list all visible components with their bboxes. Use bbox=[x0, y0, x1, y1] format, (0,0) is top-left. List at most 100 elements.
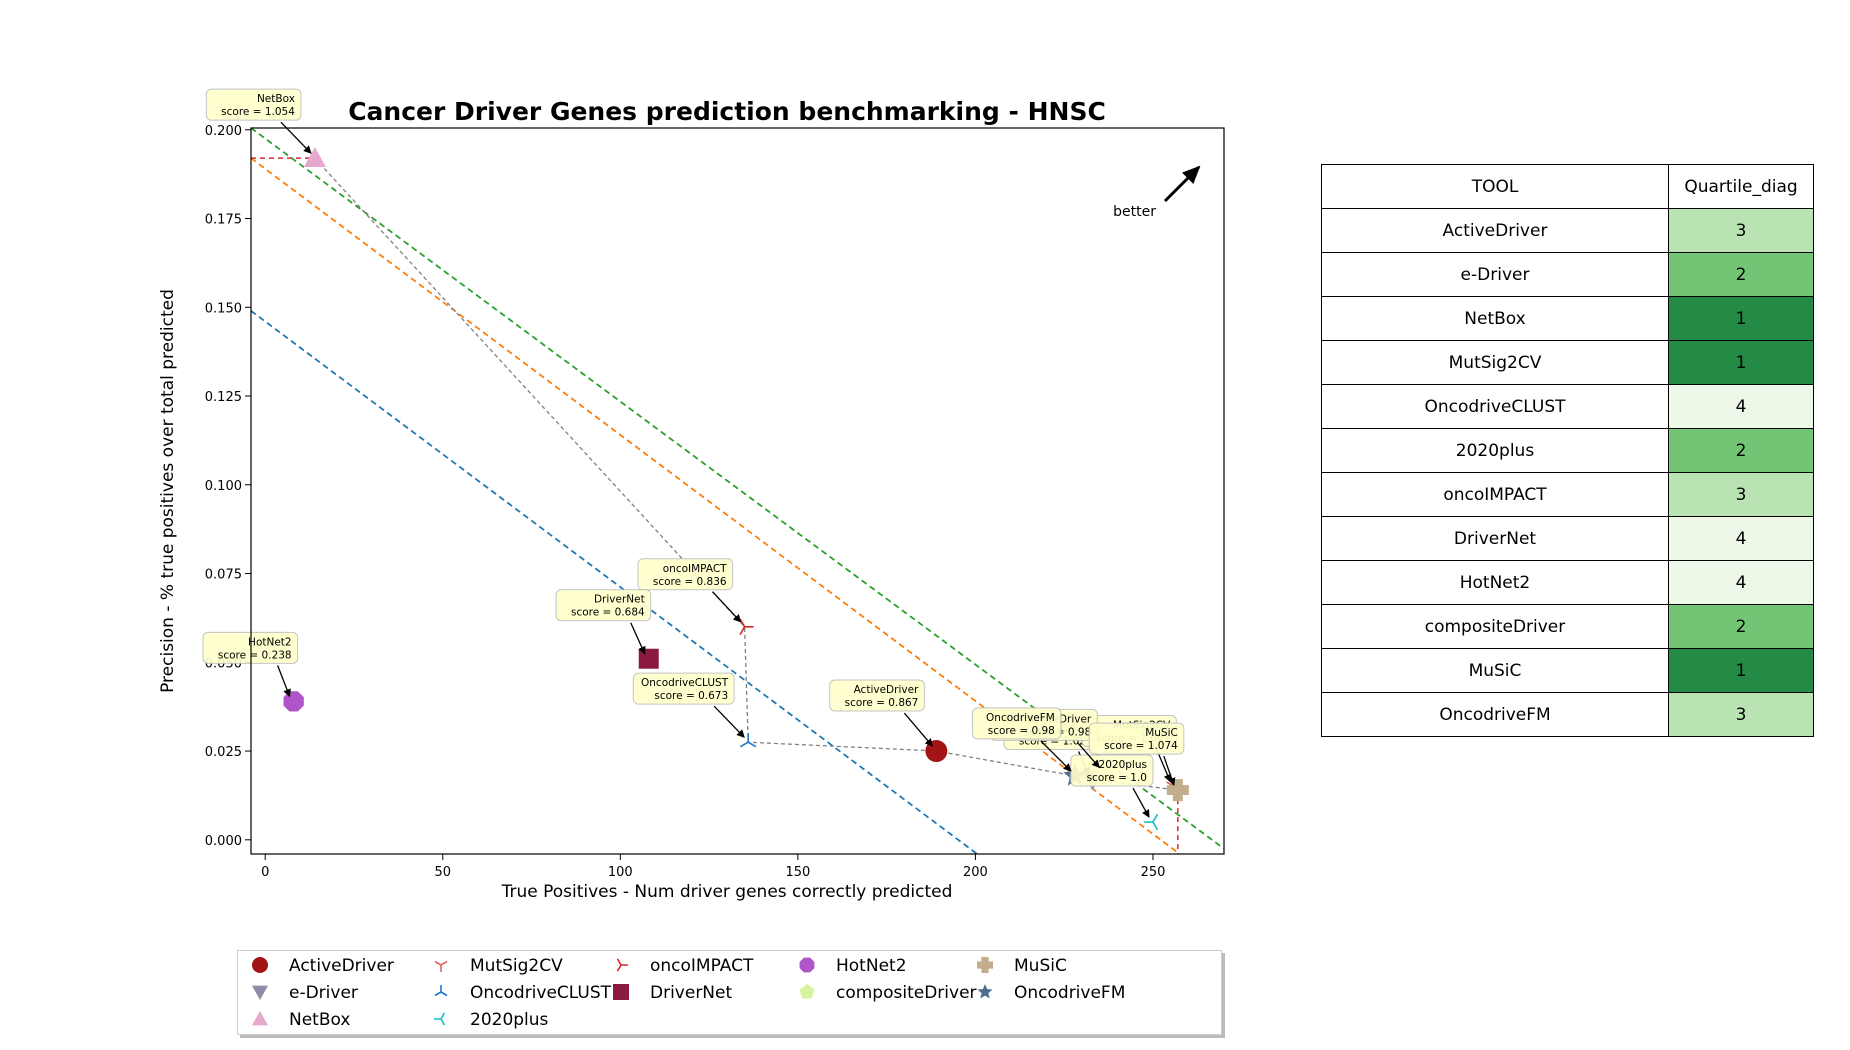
y-tick-label: 0.125 bbox=[205, 390, 242, 405]
legend-marker bbox=[252, 957, 268, 973]
annotation-text: ActiveDriver bbox=[854, 684, 919, 696]
table-cell-quartile: 2 bbox=[1668, 252, 1814, 297]
data-point-music bbox=[1166, 779, 1189, 802]
table-header-row: TOOL Quartile_diag bbox=[1321, 164, 1814, 209]
annotation-box bbox=[632, 672, 735, 705]
legend-label: 2020plus bbox=[470, 1010, 549, 1030]
annotation-arrow bbox=[280, 121, 312, 154]
data-point-netbox bbox=[303, 147, 326, 167]
y-tick-label: 0.200 bbox=[205, 124, 242, 139]
annotation-arrow bbox=[903, 712, 934, 747]
table-cell-tool: NetBox bbox=[1321, 296, 1669, 341]
legend-item: MutSig2CV bbox=[434, 956, 563, 976]
legend-label: ActiveDriver bbox=[289, 956, 394, 976]
legend-label: compositeDriver bbox=[836, 983, 977, 1003]
table-cell-tool: ActiveDriver bbox=[1321, 208, 1669, 253]
legend-marker bbox=[799, 957, 815, 973]
table-cell-quartile: 3 bbox=[1668, 692, 1814, 737]
y-tick-label: 0.175 bbox=[205, 213, 242, 228]
annotation-box bbox=[555, 589, 652, 622]
legend-marker bbox=[434, 985, 448, 997]
annotation-text: DriverNet bbox=[594, 594, 645, 606]
table-cell-quartile: 2 bbox=[1668, 428, 1814, 473]
legend-marker bbox=[977, 957, 994, 973]
legend-label: DriverNet bbox=[650, 983, 732, 1003]
annotation-text: score = 0.673 bbox=[654, 690, 728, 702]
table-row: MutSig2CV 1 bbox=[1321, 340, 1814, 385]
table-row: OncodriveCLUST 4 bbox=[1321, 384, 1814, 429]
legend-label: NetBox bbox=[289, 1010, 350, 1030]
annotation-text: oncoIMPACT bbox=[663, 563, 727, 575]
annotation-arrow bbox=[630, 622, 646, 655]
legend-marker bbox=[977, 984, 993, 999]
table-cell-tool: OncodriveFM bbox=[1321, 692, 1669, 737]
legend-marker bbox=[252, 985, 268, 1000]
annotation-text: score = 0.98 bbox=[988, 725, 1055, 737]
table-cell-tool: OncodriveCLUST bbox=[1321, 384, 1669, 429]
annotation-text: OncodriveCLUST bbox=[641, 677, 729, 689]
column-header-quartile: Quartile_diag bbox=[1668, 164, 1814, 209]
quartile-line bbox=[251, 310, 978, 854]
better-arrow bbox=[1163, 165, 1201, 203]
x-tick-label: 50 bbox=[434, 865, 451, 880]
annotation-box bbox=[971, 707, 1062, 740]
table-row: DriverNet 4 bbox=[1321, 516, 1814, 561]
table-cell-tool: oncoIMPACT bbox=[1321, 472, 1669, 517]
x-tick-label: 0 bbox=[261, 865, 269, 880]
annotation-arrow bbox=[1163, 755, 1176, 787]
y-tick-label: 0.025 bbox=[205, 745, 242, 760]
y-tick-label: 0.075 bbox=[205, 568, 242, 583]
annotation-text: HotNet2 bbox=[248, 636, 292, 648]
annotation-text: score = 0.238 bbox=[218, 649, 292, 661]
annotation-box bbox=[637, 558, 734, 591]
legend-item: e-Driver bbox=[252, 983, 358, 1003]
chart-legend: ActiveDriver e-Driver NetBox MutSig2CV Oncod… bbox=[237, 950, 1222, 1035]
table-cell-quartile: 1 bbox=[1668, 648, 1814, 693]
data-point-2020plus bbox=[1143, 813, 1159, 831]
annotation-text: score = 0.867 bbox=[845, 697, 919, 709]
legend-marker bbox=[799, 984, 815, 999]
legend-marker bbox=[616, 958, 628, 972]
table-cell-quartile: 1 bbox=[1668, 296, 1814, 341]
chart-title: Cancer Driver Genes prediction benchmark… bbox=[348, 97, 1106, 126]
quartile-table: TOOL Quartile_diag ActiveDriver 3 e-Driver… bbox=[1321, 164, 1814, 737]
quartile-line bbox=[251, 157, 1181, 854]
annotation-arrow bbox=[713, 705, 745, 738]
quartile-line bbox=[251, 128, 1224, 850]
table-row: OncodriveFM 3 bbox=[1321, 692, 1814, 737]
legend-item: 2020plus bbox=[434, 1010, 549, 1030]
annotation-box bbox=[1088, 722, 1185, 755]
legend-item: ActiveDriver bbox=[252, 956, 394, 976]
legend-label: OncodriveFM bbox=[1014, 983, 1125, 1003]
plot-frame bbox=[250, 127, 1225, 855]
legend-item: compositeDriver bbox=[799, 983, 977, 1003]
data-point-drivernet bbox=[638, 648, 659, 669]
y-tick-label: 0.100 bbox=[205, 479, 242, 494]
table-cell-quartile: 2 bbox=[1668, 604, 1814, 649]
x-tick-label: 100 bbox=[608, 865, 633, 880]
table-cell-tool: 2020plus bbox=[1321, 428, 1669, 473]
annotation-text: 2020plus bbox=[1099, 759, 1147, 771]
annotation-text: score = 1.054 bbox=[221, 106, 295, 118]
table-row: 2020plus 2 bbox=[1321, 428, 1814, 473]
annotation-text: score = 1.074 bbox=[1104, 740, 1178, 752]
legend-item: OncodriveCLUST bbox=[434, 983, 612, 1003]
legend-item: oncoIMPACT bbox=[616, 956, 754, 976]
y-tick-label: 0.000 bbox=[205, 834, 242, 849]
legend-label: OncodriveCLUST bbox=[470, 983, 612, 1003]
annotation-arrow bbox=[277, 665, 291, 698]
column-header-tool: TOOL bbox=[1321, 164, 1669, 209]
table-row: ActiveDriver 3 bbox=[1321, 208, 1814, 253]
table-row: MuSiC 1 bbox=[1321, 648, 1814, 693]
table-cell-tool: MutSig2CV bbox=[1321, 340, 1669, 385]
legend-item: MuSiC bbox=[977, 956, 1067, 976]
table-cell-quartile: 4 bbox=[1668, 560, 1814, 605]
pareto-frontier-line bbox=[314, 157, 1178, 791]
table-cell-tool: compositeDriver bbox=[1321, 604, 1669, 649]
annotation-arrow bbox=[1076, 741, 1100, 769]
annotation-box bbox=[829, 679, 925, 712]
legend-label: MuSiC bbox=[1014, 956, 1067, 976]
